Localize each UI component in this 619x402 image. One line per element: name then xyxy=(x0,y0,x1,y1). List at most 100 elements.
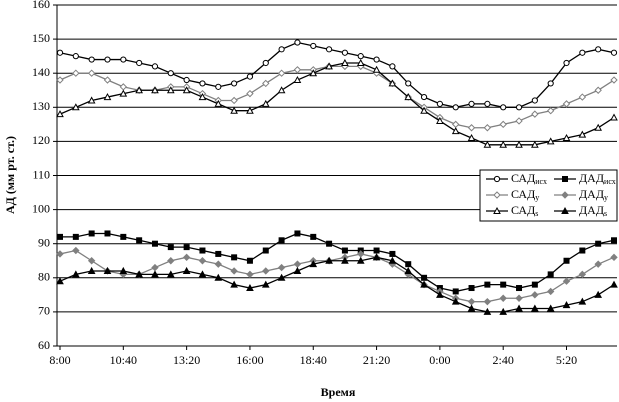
point xyxy=(71,103,80,111)
point xyxy=(578,297,587,305)
legend-label: САДу xyxy=(511,187,539,202)
point xyxy=(372,65,381,73)
point xyxy=(56,49,64,56)
point xyxy=(467,304,476,312)
legend-label: САДs xyxy=(511,203,538,218)
point xyxy=(103,266,112,274)
point xyxy=(215,83,222,90)
point xyxy=(246,89,254,98)
point xyxy=(72,233,79,240)
point xyxy=(483,307,492,315)
point xyxy=(183,244,190,251)
line xyxy=(59,256,615,313)
legend-name: САД xyxy=(511,203,535,217)
point xyxy=(246,73,254,80)
line xyxy=(59,41,615,108)
point xyxy=(119,83,128,91)
point xyxy=(594,260,602,268)
point xyxy=(388,79,397,87)
point xyxy=(230,280,238,288)
x-tick-label: 13:20 xyxy=(173,353,200,367)
point xyxy=(420,106,428,114)
x-tick-label: 5:20 xyxy=(556,353,577,367)
series xyxy=(56,253,618,315)
legend-subscript: исх xyxy=(535,177,547,186)
point xyxy=(483,140,492,148)
point xyxy=(214,273,223,281)
legend-name: ДАД xyxy=(579,203,604,217)
point xyxy=(546,304,555,312)
point xyxy=(135,270,143,278)
point xyxy=(420,280,428,288)
point xyxy=(452,120,460,129)
legend-name: САД xyxy=(511,171,535,185)
point xyxy=(119,266,128,274)
point xyxy=(562,133,571,141)
point xyxy=(87,257,96,265)
point xyxy=(594,123,603,131)
point xyxy=(167,244,174,251)
point xyxy=(104,56,111,63)
point xyxy=(277,263,286,272)
point xyxy=(579,49,586,56)
point xyxy=(120,233,127,240)
point xyxy=(547,271,554,278)
point xyxy=(151,86,159,94)
x-axis-title: Время xyxy=(321,385,356,399)
point xyxy=(87,96,96,104)
legend-marker xyxy=(562,176,568,182)
point xyxy=(198,257,207,265)
legend-subscript: у xyxy=(535,193,539,202)
point xyxy=(341,256,349,264)
point xyxy=(310,233,317,240)
legend-marker xyxy=(561,191,569,199)
point xyxy=(294,39,301,46)
point xyxy=(182,253,191,262)
point xyxy=(293,66,302,74)
legend-label: ДАДу xyxy=(579,187,608,202)
point xyxy=(483,124,492,132)
point xyxy=(499,307,508,315)
point xyxy=(262,79,270,88)
y-tick-label: 60 xyxy=(38,338,50,352)
point xyxy=(499,140,508,148)
point xyxy=(562,100,571,108)
point xyxy=(262,267,270,275)
point xyxy=(199,247,206,254)
point xyxy=(373,56,380,63)
point xyxy=(120,56,127,63)
point xyxy=(103,76,112,84)
point xyxy=(167,257,175,265)
point xyxy=(594,290,603,298)
legend-label: ДАДs xyxy=(579,203,607,218)
point xyxy=(246,283,254,292)
legend-subscript: s xyxy=(535,209,538,218)
point xyxy=(547,80,554,87)
point xyxy=(88,230,95,237)
point xyxy=(309,69,318,77)
point xyxy=(484,100,491,107)
point xyxy=(231,254,238,261)
point xyxy=(451,297,460,305)
y-tick-label: 70 xyxy=(38,304,50,318)
legend-marker xyxy=(561,206,569,214)
point xyxy=(467,133,476,141)
point xyxy=(215,250,222,257)
point xyxy=(293,266,302,274)
point xyxy=(610,280,618,288)
point xyxy=(71,270,80,278)
y-tick-label: 160 xyxy=(32,0,50,11)
point xyxy=(515,294,523,302)
point xyxy=(436,116,444,124)
x-tick-label: 10:40 xyxy=(110,353,137,367)
legend-marker xyxy=(493,206,501,214)
series xyxy=(56,39,618,111)
point xyxy=(405,80,412,87)
point xyxy=(468,100,475,107)
point xyxy=(182,266,191,274)
point xyxy=(72,246,80,255)
point xyxy=(611,237,617,244)
point xyxy=(594,86,602,94)
legend-name: САД xyxy=(511,187,535,201)
point xyxy=(214,99,223,107)
